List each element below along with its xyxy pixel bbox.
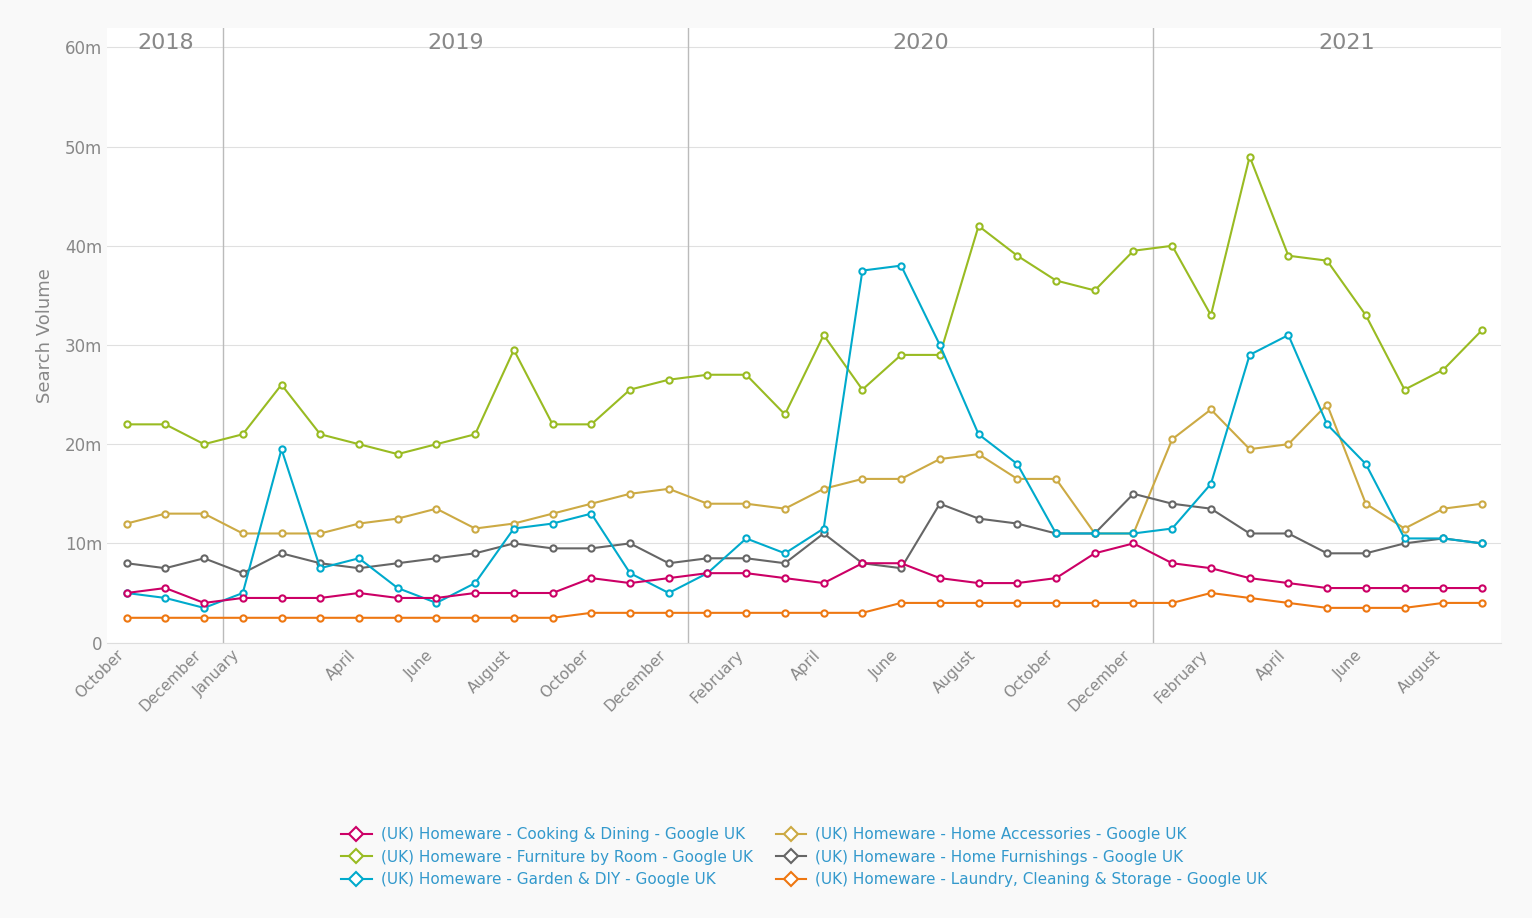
- Text: 2019: 2019: [427, 32, 484, 52]
- Text: 2020: 2020: [892, 32, 948, 52]
- Text: 2018: 2018: [136, 32, 193, 52]
- Legend: (UK) Homeware - Cooking & Dining - Google UK, (UK) Homeware - Furniture by Room : (UK) Homeware - Cooking & Dining - Googl…: [336, 821, 1273, 893]
- Y-axis label: Search Volume: Search Volume: [35, 268, 54, 402]
- Text: 2021: 2021: [1318, 32, 1374, 52]
